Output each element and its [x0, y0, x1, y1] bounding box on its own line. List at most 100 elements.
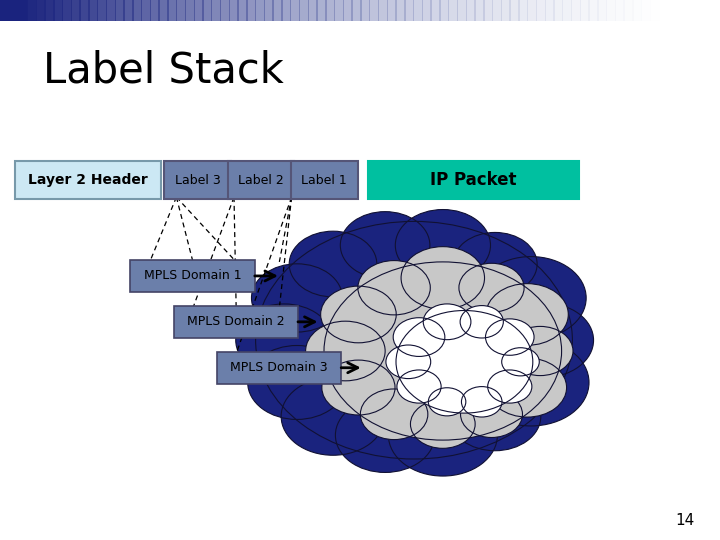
Circle shape: [461, 391, 523, 437]
Bar: [711, 0, 720, 21]
Bar: [238, 0, 248, 21]
Circle shape: [423, 304, 471, 340]
Bar: [27, 0, 37, 21]
Bar: [71, 0, 81, 21]
Text: Label 1: Label 1: [302, 174, 347, 187]
Bar: [202, 0, 212, 21]
Circle shape: [395, 210, 490, 281]
Bar: [448, 0, 458, 21]
Bar: [536, 0, 546, 21]
Bar: [676, 0, 686, 21]
Bar: [62, 0, 72, 21]
Circle shape: [473, 339, 589, 426]
Circle shape: [393, 318, 445, 356]
Bar: [456, 0, 467, 21]
Circle shape: [256, 221, 572, 459]
Bar: [422, 0, 432, 21]
Bar: [474, 0, 485, 21]
Bar: [387, 0, 397, 21]
Bar: [431, 0, 441, 21]
Bar: [351, 0, 361, 21]
Bar: [35, 0, 46, 21]
Text: Layer 2 Header: Layer 2 Header: [28, 173, 148, 187]
Bar: [18, 0, 28, 21]
Circle shape: [453, 232, 537, 295]
Bar: [123, 0, 133, 21]
Bar: [89, 0, 99, 21]
Bar: [685, 0, 695, 21]
Text: Label 2: Label 2: [238, 174, 284, 187]
Circle shape: [289, 231, 377, 297]
Bar: [229, 0, 239, 21]
Circle shape: [388, 394, 498, 476]
Circle shape: [305, 321, 385, 381]
Bar: [290, 0, 300, 21]
Bar: [106, 0, 116, 21]
Bar: [518, 0, 528, 21]
Bar: [114, 0, 125, 21]
Bar: [185, 0, 195, 21]
Bar: [606, 0, 616, 21]
Circle shape: [320, 286, 396, 343]
Circle shape: [322, 360, 395, 415]
Bar: [97, 0, 107, 21]
Circle shape: [341, 212, 430, 279]
Text: Label 3: Label 3: [175, 174, 220, 187]
Circle shape: [235, 304, 333, 376]
Text: 14: 14: [675, 513, 695, 528]
Circle shape: [410, 400, 475, 448]
Circle shape: [281, 377, 385, 455]
Bar: [282, 0, 292, 21]
Text: MPLS Domain 3: MPLS Domain 3: [230, 361, 328, 374]
Bar: [553, 0, 564, 21]
Bar: [211, 0, 221, 21]
Bar: [316, 0, 327, 21]
Circle shape: [462, 387, 502, 417]
FancyBboxPatch shape: [217, 352, 341, 384]
Bar: [571, 0, 581, 21]
FancyBboxPatch shape: [174, 306, 298, 338]
Bar: [167, 0, 177, 21]
Bar: [624, 0, 634, 21]
Text: MPLS Domain 2: MPLS Domain 2: [187, 315, 284, 328]
Bar: [334, 0, 344, 21]
Text: MPLS Domain 1: MPLS Domain 1: [144, 269, 241, 282]
Bar: [659, 0, 669, 21]
Circle shape: [449, 382, 541, 451]
Bar: [45, 0, 55, 21]
Circle shape: [397, 370, 441, 403]
Bar: [641, 0, 652, 21]
Bar: [272, 0, 283, 21]
Bar: [544, 0, 554, 21]
Bar: [369, 0, 379, 21]
Bar: [466, 0, 476, 21]
Bar: [615, 0, 625, 21]
Text: Label Stack: Label Stack: [43, 49, 284, 91]
Circle shape: [251, 264, 343, 332]
Circle shape: [460, 306, 503, 338]
Circle shape: [358, 261, 431, 315]
Bar: [632, 0, 642, 21]
Circle shape: [248, 346, 346, 420]
Bar: [413, 0, 423, 21]
Bar: [483, 0, 493, 21]
Circle shape: [428, 388, 466, 416]
Circle shape: [396, 310, 533, 413]
Bar: [510, 0, 520, 21]
Bar: [255, 0, 265, 21]
Circle shape: [324, 262, 562, 440]
FancyBboxPatch shape: [130, 260, 255, 292]
FancyBboxPatch shape: [368, 161, 579, 199]
Bar: [307, 0, 318, 21]
Bar: [580, 0, 590, 21]
Circle shape: [485, 319, 534, 355]
Bar: [194, 0, 204, 21]
Text: IP Packet: IP Packet: [430, 171, 517, 190]
Bar: [299, 0, 309, 21]
Bar: [158, 0, 168, 21]
Circle shape: [459, 264, 524, 312]
Circle shape: [508, 326, 573, 376]
Bar: [395, 0, 405, 21]
FancyBboxPatch shape: [228, 161, 294, 199]
Circle shape: [336, 398, 435, 472]
